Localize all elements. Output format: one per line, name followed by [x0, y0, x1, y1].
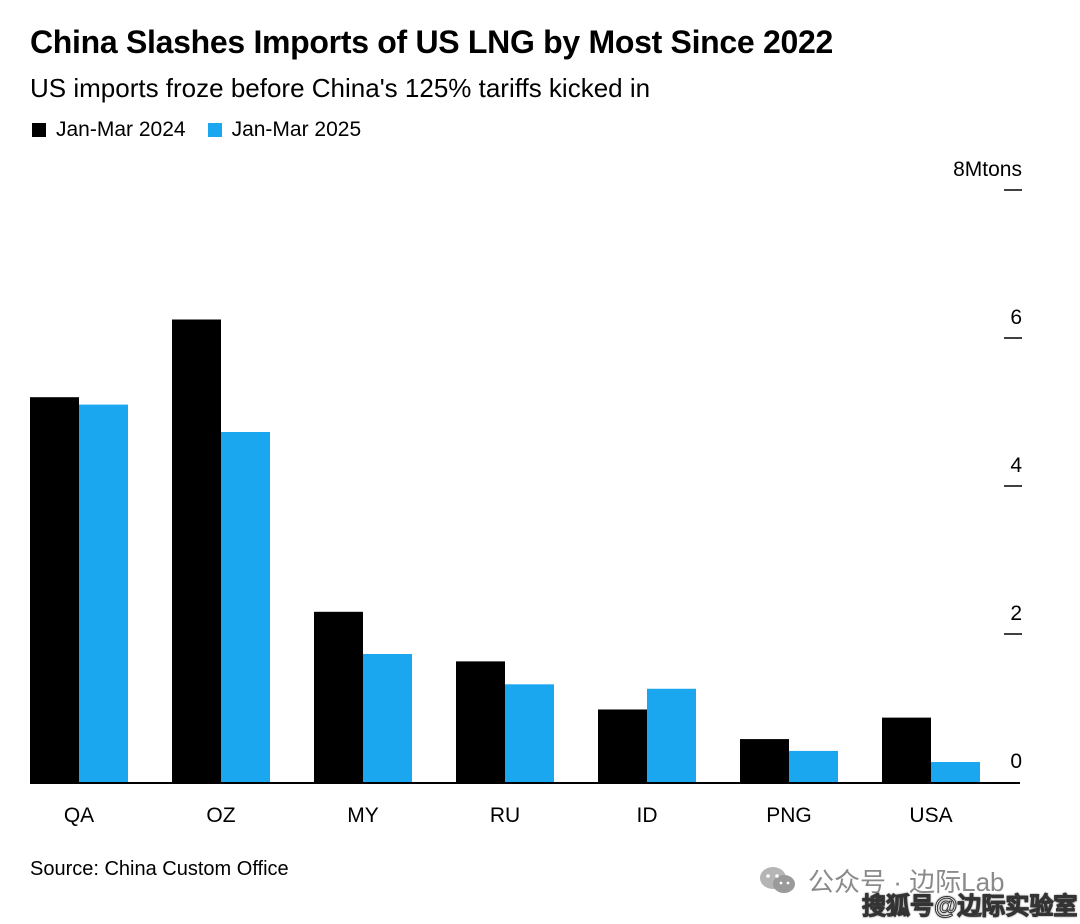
y-tick-label-6: 6 — [1010, 306, 1022, 329]
bar-oz-2025 — [221, 431, 270, 782]
bar-id-2025 — [647, 688, 696, 782]
source-note: Source: China Custom Office — [30, 858, 289, 880]
watermark-secondary: 搜狐号@边际实验室 — [861, 893, 1078, 921]
x-tick-label-png: PNG — [766, 804, 812, 827]
watermark: 公众号 · 边际Lab — [758, 862, 1005, 899]
legend-swatch-2024 — [32, 123, 46, 137]
bar-id-2024 — [598, 709, 647, 782]
bar-usa-2024 — [882, 717, 931, 782]
wechat-icon — [760, 866, 795, 893]
chart-legend: Jan-Mar 2024 Jan-Mar 2025 — [32, 118, 383, 142]
watermark-text: 公众号 · 边际Lab — [808, 867, 1005, 897]
x-tick-label-qa: QA — [64, 804, 94, 827]
bar-oz-2024 — [172, 319, 221, 782]
bar-my-2024 — [314, 611, 363, 782]
x-tick-label-oz: OZ — [206, 804, 235, 827]
bar-usa-2025 — [931, 762, 980, 782]
chart-subtitle: US imports froze before China's 125% tar… — [30, 73, 651, 103]
bar-qa-2025 — [79, 404, 128, 782]
bar-qa-2024 — [30, 397, 79, 782]
bar-my-2025 — [363, 653, 412, 782]
bar-ru-2024 — [456, 661, 505, 782]
legend-item-2025: Jan-Mar 2025 — [207, 118, 362, 142]
bar-ru-2025 — [505, 684, 554, 782]
y-tick-label-0: 0 — [1010, 750, 1022, 773]
y-tick-label-8: 8Mtons — [953, 158, 1022, 181]
legend-swatch-2025 — [207, 123, 222, 137]
legend-label-2024: Jan-Mar 2024 — [56, 118, 186, 141]
y-tick-label-2: 2 — [1010, 602, 1022, 625]
legend-item-2024: Jan-Mar 2024 — [32, 118, 186, 142]
x-tick-label-my: MY — [347, 804, 379, 827]
x-tick-label-usa: USA — [909, 804, 952, 827]
legend-label-2025: Jan-Mar 2025 — [231, 118, 362, 141]
bar-png-2025 — [789, 750, 838, 782]
x-tick-label-id: ID — [637, 804, 658, 827]
y-tick-label-4: 4 — [1010, 454, 1022, 477]
chart-title: China Slashes Imports of US LNG by Most … — [30, 24, 833, 60]
x-tick-label-ru: RU — [490, 804, 520, 827]
bar-png-2024 — [740, 739, 789, 782]
